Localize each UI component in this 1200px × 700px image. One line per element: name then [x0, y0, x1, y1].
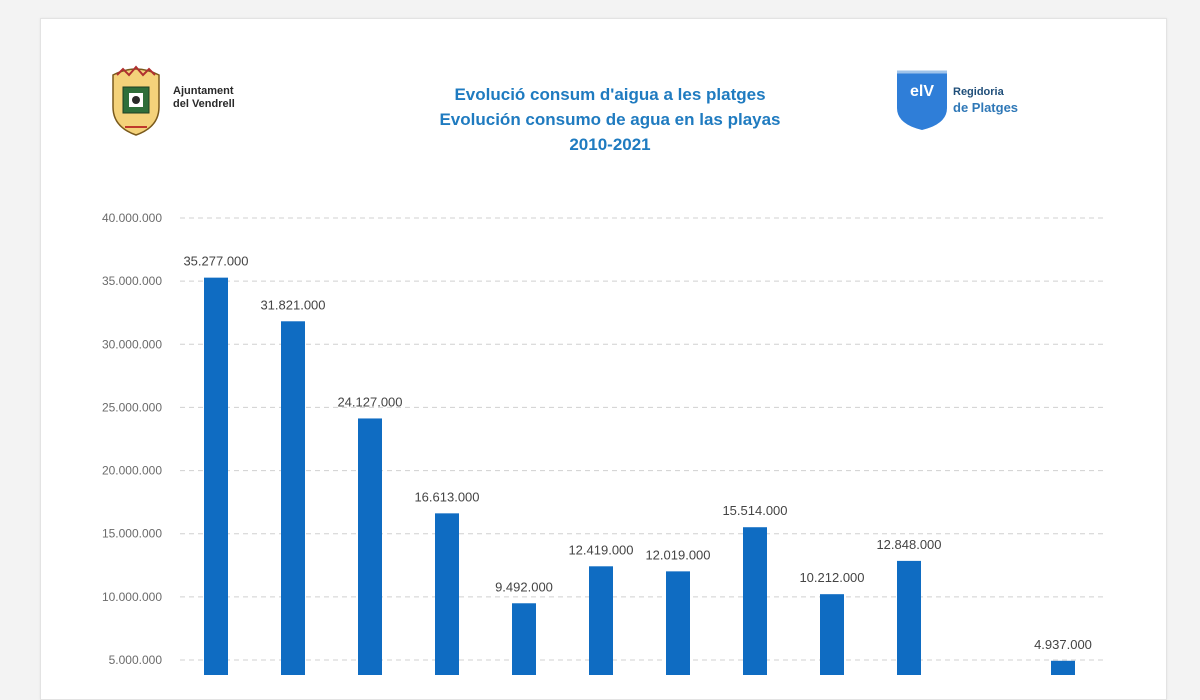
- title-line-catalan: Evolució consum d'aigua a les platges: [454, 85, 766, 104]
- bar-2010: [204, 277, 228, 675]
- title-line-years: 2010-2021: [569, 135, 651, 154]
- y-tick-label: 20.000.000: [102, 464, 162, 478]
- gridlines: [180, 217, 1105, 661]
- chart-title: Evolució consum d'aigua a les platges Ev…: [390, 82, 830, 157]
- data-label-2017: 15.514.000: [722, 503, 787, 518]
- data-label-2010: 35.277.000: [183, 254, 248, 269]
- bar-2015: [589, 566, 613, 675]
- data-label-2015: 12.419.000: [568, 542, 633, 557]
- shield-icon: elV: [897, 70, 947, 130]
- bar-2013: [435, 513, 459, 675]
- y-tick-label: 10.000.000: [102, 590, 162, 604]
- y-tick-label: 25.000.000: [102, 400, 162, 414]
- data-label-2019: 12.848.000: [876, 537, 941, 552]
- y-tick-label: 15.000.000: [102, 527, 162, 541]
- data-label-2021: 4.937.000: [1034, 637, 1092, 652]
- y-tick-label: 5.000.000: [109, 653, 163, 667]
- ajuntament-name-line1: Ajuntament: [173, 85, 234, 97]
- data-label-2016: 12.019.000: [645, 547, 710, 562]
- data-label-2014: 9.492.000: [495, 579, 553, 594]
- coat-of-arms-icon: [112, 65, 160, 136]
- bar-2016: [666, 571, 690, 675]
- bar-2021: [1051, 660, 1075, 675]
- data-label-2012: 24.127.000: [337, 394, 402, 409]
- bar-2017: [743, 527, 767, 675]
- shield-badge-text: elV: [910, 83, 934, 100]
- data-label-2011: 31.821.000: [260, 297, 325, 312]
- regidoria-platges-logo: elV Regidoria de Platges: [895, 68, 1075, 134]
- bars: [204, 277, 1075, 675]
- title-line-spanish: Evolución consumo de agua en las playas: [439, 110, 781, 129]
- y-tick-label: 30.000.000: [102, 337, 162, 351]
- bar-2011: [281, 321, 305, 675]
- bar-2018: [820, 594, 844, 675]
- regidoria-text: Regidoria: [953, 86, 1004, 98]
- bar-2014: [512, 603, 536, 675]
- ajuntament-name-line2: del Vendrell: [173, 98, 235, 110]
- y-axis-ticks: 5.000.000 10.000.000 15.000.000 20.000.000 2…: [102, 211, 162, 667]
- ajuntament-logo: Ajuntament del Vendrell: [105, 65, 295, 137]
- data-label-2018: 10.212.000: [799, 570, 864, 585]
- platges-text: de Platges: [953, 100, 1019, 115]
- bar-2019: [897, 560, 921, 675]
- data-label-2013: 16.613.000: [414, 489, 479, 504]
- y-tick-label: 35.000.000: [102, 274, 162, 288]
- bar-2012: [358, 418, 382, 675]
- bar-chart: 5.000.000 10.000.000 15.000.000 20.000.000 2…: [102, 211, 1105, 675]
- data-labels: 35.277.000 31.821.000 24.127.000 16.613.000…: [183, 254, 1091, 652]
- y-tick-label: 40.000.000: [102, 211, 162, 225]
